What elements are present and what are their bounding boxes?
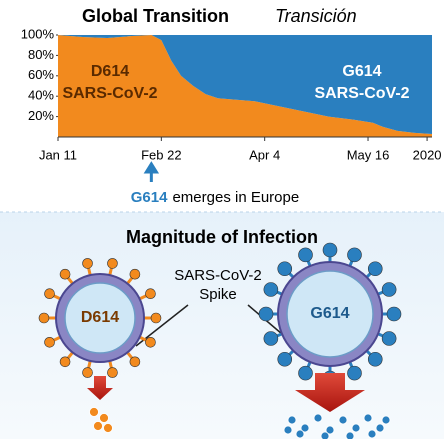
spike-head xyxy=(150,312,162,324)
annotation: G614 emerges in Europe xyxy=(131,189,299,206)
particle xyxy=(313,413,323,423)
x-tick-label: Jan 11 xyxy=(39,147,77,162)
x-tick-label: May 16 xyxy=(347,147,390,162)
particle xyxy=(283,425,293,435)
spike-head xyxy=(59,268,71,280)
particle xyxy=(381,415,391,425)
spike-head xyxy=(44,288,55,300)
spike-head xyxy=(258,306,274,322)
spike-head xyxy=(347,247,362,263)
spike-head xyxy=(59,356,71,368)
infection-arrow xyxy=(87,376,113,400)
spike-head xyxy=(129,268,141,280)
chart-title: Global Transition xyxy=(82,6,229,26)
series-label: G614 xyxy=(342,63,381,80)
particle xyxy=(295,429,305,439)
spike-head xyxy=(82,258,93,269)
viruses: D614 G614 xyxy=(38,242,402,439)
spike-head xyxy=(367,351,383,367)
x-tick-label: Feb 22 xyxy=(141,147,181,162)
chart-subtitle: Transición xyxy=(275,6,357,26)
particle xyxy=(351,423,361,433)
spike-head xyxy=(322,242,338,258)
particle xyxy=(300,423,310,433)
series-sublabel: SARS-CoV-2 xyxy=(62,85,157,102)
annotation-highlight: G614 xyxy=(131,189,168,206)
x-tick-label: 2020 xyxy=(413,147,442,162)
spike-head xyxy=(381,331,397,346)
particle xyxy=(103,423,113,433)
y-tick-label: 100% xyxy=(21,26,55,41)
y-tick-label: 40% xyxy=(28,88,54,103)
series-sublabel: SARS-CoV-2 xyxy=(314,85,409,102)
particle xyxy=(287,415,297,425)
spike-head xyxy=(367,261,383,277)
spike-head xyxy=(129,356,141,368)
infection-arrow xyxy=(295,373,365,412)
spike-head xyxy=(145,288,156,300)
area xyxy=(58,35,432,134)
spike-head xyxy=(107,367,118,378)
spike-head xyxy=(298,247,313,263)
spike-head xyxy=(381,282,397,297)
particle xyxy=(320,431,330,439)
particle xyxy=(99,413,109,423)
spike-label: SARS-CoV-2 xyxy=(174,267,262,284)
spike-head xyxy=(107,258,118,269)
annotation-text: emerges in Europe xyxy=(172,189,299,206)
plot: 20% 40% 60% 80% 100% Jan 11 Feb 22 Apr 4 May 16 2… xyxy=(21,26,442,206)
particle xyxy=(93,421,103,431)
spike-label: Spike xyxy=(199,286,237,303)
series-label: D614 xyxy=(91,63,129,80)
y-tick-label: 80% xyxy=(28,47,54,62)
spike-head xyxy=(82,367,93,378)
spike-head xyxy=(44,336,55,348)
particle xyxy=(367,429,377,439)
particle xyxy=(325,425,335,435)
spike-head xyxy=(145,336,156,348)
spike-head xyxy=(38,312,50,324)
annotation-arrow xyxy=(143,161,160,182)
particle xyxy=(89,407,99,417)
spike-head xyxy=(347,365,362,381)
particle xyxy=(363,413,373,423)
virus-label: D614 xyxy=(81,309,119,326)
virus-label: G614 xyxy=(310,305,349,322)
y-tick-label: 20% xyxy=(28,108,54,123)
area xyxy=(58,35,432,137)
spike-head xyxy=(277,261,293,277)
x-tick-label: Apr 4 xyxy=(249,147,280,162)
spike-head xyxy=(263,282,279,297)
spike-head xyxy=(263,331,279,346)
illustration-title: Magnitude of Infection xyxy=(126,227,318,247)
virus-core xyxy=(286,270,374,358)
spike-head xyxy=(386,306,402,322)
spike-head xyxy=(277,351,293,367)
virus-core xyxy=(64,282,136,354)
spike-head xyxy=(298,365,313,381)
particle xyxy=(338,415,348,425)
particle xyxy=(345,431,355,439)
y-tick-label: 60% xyxy=(28,67,54,82)
particle xyxy=(375,423,385,433)
